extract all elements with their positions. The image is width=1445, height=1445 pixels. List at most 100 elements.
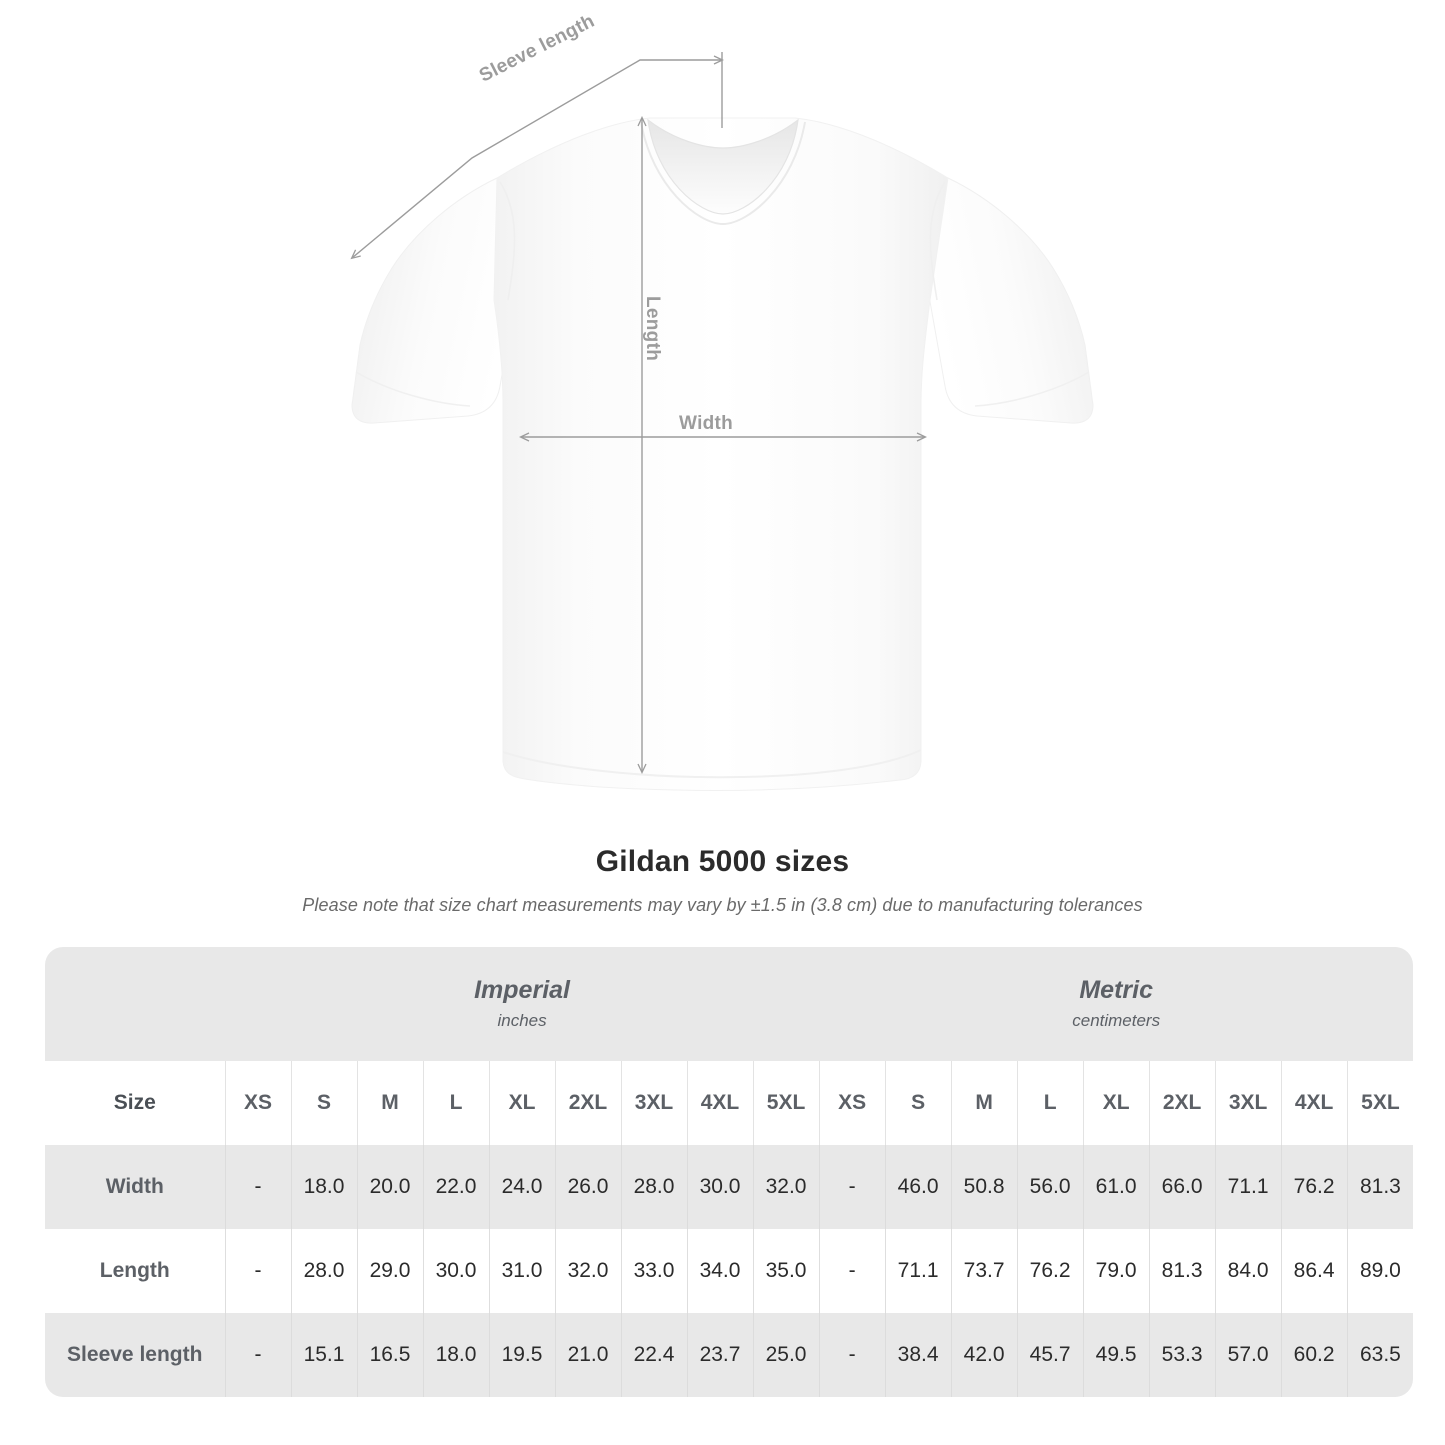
width-metric-m: 50.8 (950, 1145, 1018, 1229)
length-imperial-3xl: 33.0 (620, 1229, 687, 1313)
row-label-width: Width (45, 1145, 225, 1229)
width-metric-4xl: 76.2 (1280, 1145, 1348, 1229)
unit-group-imperial-sub: inches (497, 1011, 547, 1031)
sleeve-imperial-3xl: 22.4 (620, 1313, 687, 1397)
chart-heading: Gildan 5000 sizes Please note that size … (0, 845, 1445, 916)
sleeve-imperial-xs: - (224, 1313, 291, 1397)
length-metric-xl: 79.0 (1082, 1229, 1150, 1313)
length-imperial-l: 30.0 (422, 1229, 489, 1313)
unit-banner-spacer (45, 947, 225, 1061)
right-sleeve-hem (974, 371, 1090, 407)
width-imperial-s: 18.0 (290, 1145, 357, 1229)
table-row-length: Length - 28.0 29.0 30.0 31.0 32.0 33.0 3… (45, 1229, 1414, 1313)
sleeve-imperial-l: 18.0 (422, 1313, 489, 1397)
size-header-imperial-2xl: 2XL (554, 1061, 621, 1145)
length-metric-s: 71.1 (884, 1229, 952, 1313)
unit-group-metric: Metric centimeters (819, 947, 1414, 1061)
width-imperial-3xl: 28.0 (620, 1145, 687, 1229)
sleeve-imperial-2xl: 21.0 (554, 1313, 621, 1397)
size-table-wrap: Imperial inches Metric centimeters Size … (45, 947, 1414, 1397)
sleeve-metric-2xl: 53.3 (1148, 1313, 1216, 1397)
page-title: Gildan 5000 sizes (595, 845, 850, 878)
width-imperial-m: 20.0 (356, 1145, 423, 1229)
width-metric-xs: - (818, 1145, 886, 1229)
right-sleeve (922, 177, 1094, 424)
unit-group-metric-sub: centimeters (1072, 1011, 1161, 1031)
length-metric-m: 73.7 (950, 1229, 1018, 1313)
unit-group-imperial-name: Imperial (474, 975, 570, 1004)
sleeve-metric-s: 38.4 (884, 1313, 952, 1397)
width-metric-l: 56.0 (1016, 1145, 1084, 1229)
size-header-metric-s: S (884, 1061, 952, 1145)
sleeve-metric-5xl: 63.5 (1346, 1313, 1414, 1397)
size-header-imperial-xl: XL (488, 1061, 555, 1145)
width-metric-s: 46.0 (884, 1145, 952, 1229)
length-metric-l: 76.2 (1016, 1229, 1084, 1313)
size-header-row: Size XS S M L XL 2XL 3XL 4XL 5XL XS S M … (45, 1061, 1414, 1145)
sleeve-imperial-xl: 19.5 (488, 1313, 555, 1397)
size-header-imperial-4xl: 4XL (686, 1061, 753, 1145)
width-imperial-xl: 24.0 (488, 1145, 555, 1229)
length-metric-3xl: 84.0 (1214, 1229, 1282, 1313)
tshirt-diagram: Sleeve length Length Width (0, 11, 1094, 792)
table-row-width: Width - 18.0 20.0 22.0 24.0 26.0 28.0 30… (45, 1145, 1414, 1229)
sleeve-metric-xs: - (818, 1313, 886, 1397)
width-label: Width (679, 413, 734, 434)
row-label-length: Length (45, 1229, 225, 1313)
unit-group-metric-name: Metric (1079, 975, 1153, 1004)
sleeve-metric-4xl: 60.2 (1280, 1313, 1348, 1397)
width-imperial-5xl: 32.0 (752, 1145, 820, 1229)
length-metric-xs: - (818, 1229, 886, 1313)
sleeve-metric-3xl: 57.0 (1214, 1313, 1282, 1397)
sleeve-metric-l: 45.7 (1016, 1313, 1084, 1397)
tolerance-note: Please note that size chart measurements… (302, 895, 1143, 915)
length-metric-4xl: 86.4 (1280, 1229, 1348, 1313)
unit-group-imperial: Imperial inches (225, 947, 820, 1061)
width-metric-2xl: 66.0 (1148, 1145, 1216, 1229)
length-imperial-xs: - (224, 1229, 291, 1313)
table-row-sleeve-length: Sleeve length - 15.1 16.5 18.0 19.5 21.0… (45, 1313, 1414, 1397)
sleeve-imperial-s: 15.1 (290, 1313, 357, 1397)
length-imperial-2xl: 32.0 (554, 1229, 621, 1313)
width-imperial-xs: - (224, 1145, 291, 1229)
unit-banner-row: Imperial inches Metric centimeters (45, 947, 1414, 1061)
size-header-metric-xl: XL (1082, 1061, 1150, 1145)
size-header-imperial-3xl: 3XL (620, 1061, 687, 1145)
hem-line (502, 749, 922, 779)
length-imperial-m: 29.0 (356, 1229, 423, 1313)
size-header-metric-m: M (950, 1061, 1018, 1145)
size-header-label: Size (45, 1061, 225, 1145)
shirt-body (493, 117, 949, 792)
width-imperial-2xl: 26.0 (554, 1145, 621, 1229)
size-header-metric-3xl: 3XL (1214, 1061, 1282, 1145)
sleeve-metric-xl: 49.5 (1082, 1313, 1150, 1397)
length-metric-2xl: 81.3 (1148, 1229, 1216, 1313)
length-imperial-5xl: 35.0 (752, 1229, 820, 1313)
sleeve-length-arrow (352, 60, 722, 258)
size-header-imperial-s: S (290, 1061, 357, 1145)
width-metric-3xl: 71.1 (1214, 1145, 1282, 1229)
length-imperial-s: 28.0 (290, 1229, 357, 1313)
size-header-imperial-m: M (356, 1061, 423, 1145)
size-header-imperial-l: L (422, 1061, 489, 1145)
size-header-metric-xs: XS (818, 1061, 886, 1145)
sleeve-imperial-m: 16.5 (356, 1313, 423, 1397)
length-imperial-4xl: 34.0 (686, 1229, 753, 1313)
size-header-imperial-5xl: 5XL (752, 1061, 820, 1145)
length-label: Length (642, 296, 663, 362)
size-table: Imperial inches Metric centimeters Size … (45, 947, 1414, 1397)
width-metric-5xl: 81.3 (1346, 1145, 1414, 1229)
length-imperial-xl: 31.0 (488, 1229, 555, 1313)
width-metric-xl: 61.0 (1082, 1145, 1150, 1229)
size-header-metric-5xl: 5XL (1346, 1061, 1414, 1145)
sleeve-imperial-5xl: 25.0 (752, 1313, 820, 1397)
width-imperial-l: 22.0 (422, 1145, 489, 1229)
left-sleeve-hem (355, 371, 471, 407)
size-header-metric-l: L (1016, 1061, 1084, 1145)
size-header-metric-4xl: 4XL (1280, 1061, 1348, 1145)
right-shoulder-seam (929, 181, 946, 301)
size-header-metric-2xl: 2XL (1148, 1061, 1216, 1145)
width-imperial-4xl: 30.0 (686, 1145, 753, 1229)
row-label-sleeve-length: Sleeve length (45, 1313, 225, 1397)
